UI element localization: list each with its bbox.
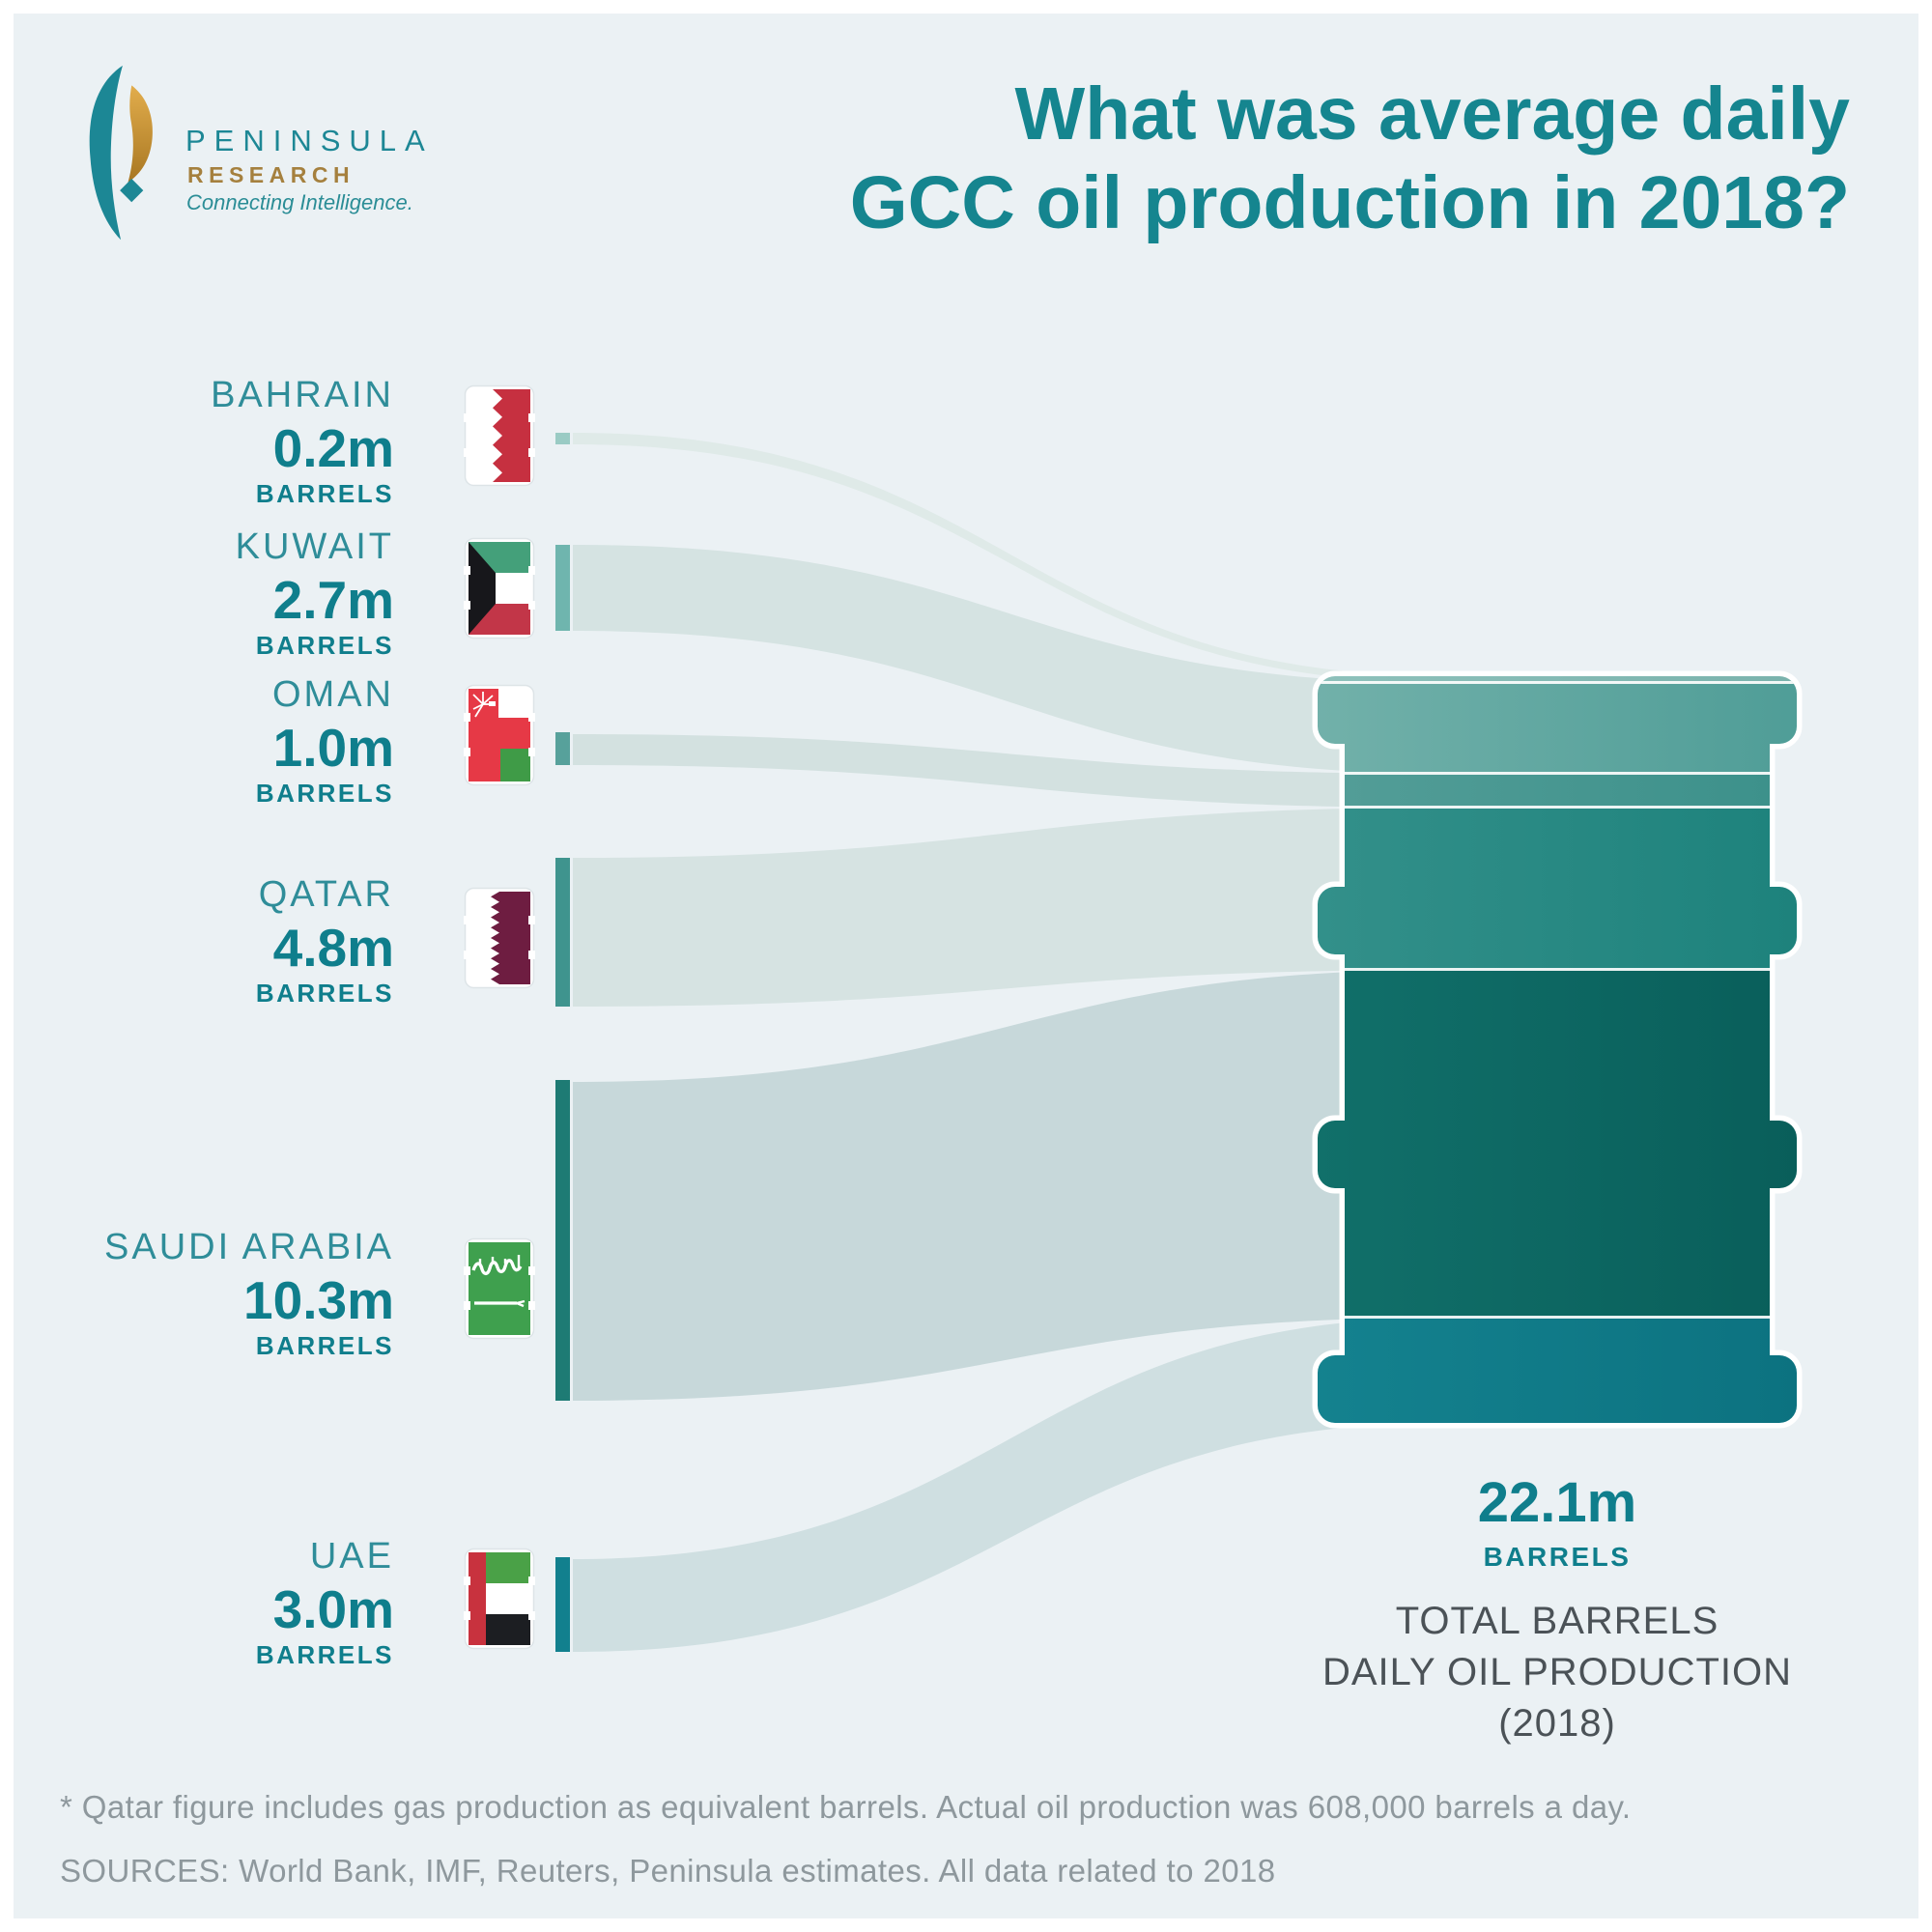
page-title: What was average daily GCC oil productio… — [850, 70, 1850, 248]
node-uae — [555, 1557, 570, 1652]
barrel-segment-oman — [1318, 774, 1797, 808]
node-saudi-arabia — [555, 1080, 570, 1401]
label-oman: OMAN 1.0m BARRELS — [256, 672, 394, 810]
country-unit: BARRELS — [255, 479, 394, 509]
country-name: UAE — [309, 1536, 394, 1577]
label-qatar: QATAR 4.8m BARRELS — [256, 872, 394, 1010]
country-unit: BARRELS — [255, 631, 394, 661]
barrel-segment-kuwait — [1318, 683, 1797, 774]
title-line-1: What was average daily — [1014, 72, 1850, 156]
country-value: 2.7m — [272, 569, 394, 630]
country-value: 1.0m — [272, 717, 394, 778]
title-line-2: GCC oil production in 2018? — [849, 161, 1850, 245]
barrel-segment-uae — [1318, 1318, 1797, 1423]
country-unit: BARRELS — [255, 979, 394, 1009]
total-caption: TOTAL BARRELS DAILY OIL PRODUCTION (2018… — [1267, 1596, 1847, 1748]
node-kuwait — [555, 545, 570, 631]
flag-kuwait-icon — [464, 537, 535, 639]
total-value: 22.1m — [1477, 1471, 1637, 1534]
flow-kuwait — [573, 545, 1449, 774]
peninsula-logo-icon — [89, 65, 153, 241]
node-oman — [555, 732, 570, 765]
sources-text: SOURCES: World Bank, IMF, Reuters, Penin… — [60, 1853, 1276, 1889]
country-unit: BARRELS — [255, 1331, 394, 1361]
label-saudi-arabia: SAUDI ARABIA 10.3m BARRELS — [104, 1225, 394, 1363]
country-value: 4.8m — [272, 917, 394, 978]
flag-qatar-icon — [464, 887, 535, 989]
brand-division: RESEARCH — [187, 162, 355, 187]
country-name: OMAN — [272, 674, 394, 715]
country-unit: BARRELS — [255, 779, 394, 809]
label-kuwait: KUWAIT 2.7m BARRELS — [236, 525, 394, 663]
country-name: KUWAIT — [235, 526, 394, 567]
total-caption-line-3: (2018) — [1498, 1701, 1616, 1745]
flow-uae — [573, 1318, 1449, 1652]
country-name: BAHRAIN — [211, 375, 394, 415]
barrel-segment-bahrain — [1318, 676, 1797, 683]
brand-tagline: Connecting Intelligence. — [186, 190, 413, 214]
country-unit: BARRELS — [255, 1640, 394, 1670]
flag-oman-icon — [464, 684, 535, 786]
brand-name: PENINSULA — [185, 124, 434, 157]
total-caption-line-1: TOTAL BARRELS — [1395, 1600, 1719, 1642]
flow-oman — [573, 734, 1449, 808]
barrel-segment-qatar — [1318, 808, 1797, 970]
label-uae: UAE 3.0m BARRELS — [256, 1534, 394, 1672]
total-caption-line-2: DAILY OIL PRODUCTION — [1321, 1650, 1792, 1693]
flag-bahrain-icon — [464, 384, 535, 487]
country-value: 10.3m — [243, 1269, 394, 1330]
flow-qatar — [573, 808, 1449, 1007]
footnote-text: * Qatar figure includes gas production a… — [60, 1789, 1632, 1825]
barrel-segment-saudi-arabia — [1318, 970, 1797, 1318]
node-bahrain — [555, 433, 570, 444]
flow-bahrain — [573, 433, 1449, 683]
flag-uae-icon — [464, 1548, 535, 1650]
flag-saudi-arabia-icon — [464, 1237, 535, 1340]
flow-saudi-arabia — [573, 970, 1449, 1401]
country-name: SAUDI ARABIA — [104, 1227, 394, 1267]
country-value: 0.2m — [272, 417, 394, 478]
country-name: QATAR — [258, 874, 394, 915]
node-qatar — [555, 858, 570, 1007]
label-bahrain: BAHRAIN 0.2m BARRELS — [211, 373, 394, 511]
total-unit: BARRELS — [1483, 1542, 1632, 1572]
country-value: 3.0m — [272, 1578, 394, 1639]
